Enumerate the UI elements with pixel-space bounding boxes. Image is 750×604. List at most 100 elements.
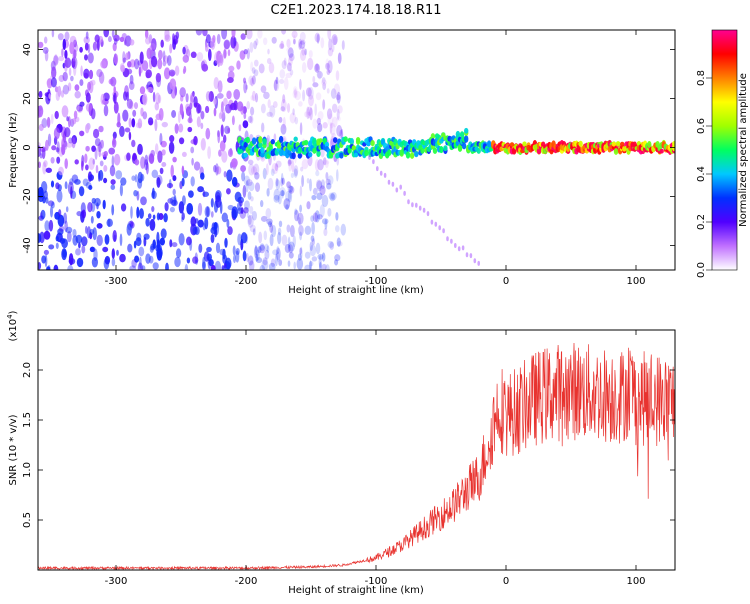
spectrogram-cell bbox=[271, 162, 279, 175]
spectrogram-cell bbox=[368, 154, 371, 160]
spectrogram-cell bbox=[259, 244, 266, 254]
x-tick-label: 100 bbox=[626, 576, 645, 587]
spectrogram-cell bbox=[155, 92, 161, 105]
spectrogram-cell bbox=[96, 68, 103, 78]
spectrogram-cell bbox=[107, 218, 111, 228]
spectrogram-cell bbox=[161, 149, 166, 156]
spectrogram-cell bbox=[243, 112, 247, 120]
spectrogram-cell bbox=[248, 163, 255, 176]
spectrogram-cell bbox=[327, 207, 332, 217]
spectrogram-cell bbox=[272, 101, 278, 109]
spectrogram-cell bbox=[83, 72, 89, 79]
spectrogram-cell bbox=[202, 256, 206, 270]
spectrogram-cell bbox=[197, 202, 203, 216]
spectrogram-cell bbox=[88, 69, 94, 80]
spectrogram-cell bbox=[260, 215, 268, 222]
spectrogram-cell bbox=[223, 49, 227, 59]
spectrogram-cell bbox=[405, 151, 411, 159]
spectrogram-cell bbox=[67, 82, 72, 92]
spectrogram-cell bbox=[47, 200, 55, 207]
spectrogram-cell bbox=[38, 41, 44, 49]
spectrogram-cell bbox=[102, 199, 106, 210]
spectrogram-cell bbox=[263, 230, 268, 241]
spectrogram-cell bbox=[289, 112, 296, 124]
spectrogram-cell bbox=[326, 108, 333, 120]
x-tick-label: -100 bbox=[365, 576, 388, 587]
spectrogram-cell bbox=[134, 174, 138, 183]
spectrogram-cell bbox=[213, 107, 217, 117]
spectrogram-cell bbox=[430, 219, 434, 225]
spectrogram-cell bbox=[145, 162, 149, 175]
spectrogram-cell bbox=[317, 111, 324, 120]
spectrogram-cell bbox=[98, 141, 102, 153]
spectrogram-cell bbox=[85, 181, 92, 189]
spectrogram-cell bbox=[73, 49, 77, 59]
spectrogram-cell bbox=[280, 172, 284, 184]
colorbar-gradient bbox=[712, 30, 737, 270]
spectrogram-cell bbox=[62, 38, 67, 51]
spectrogram-cell bbox=[219, 248, 226, 256]
spectrogram-cell bbox=[89, 228, 95, 235]
spectrogram-cell bbox=[235, 247, 240, 256]
spectrogram-cell bbox=[316, 192, 323, 200]
spectrogram-cell bbox=[145, 217, 150, 227]
spectrogram-cell bbox=[205, 34, 211, 44]
spectrogram-cell bbox=[139, 51, 144, 64]
spectrogram-cell bbox=[288, 186, 295, 194]
spectrogram-cell bbox=[309, 241, 313, 252]
spectrogram-cell bbox=[237, 207, 242, 215]
spectrogram-cell bbox=[103, 150, 109, 157]
spectrogram-cell bbox=[73, 110, 78, 120]
spectrogram-cell bbox=[324, 160, 329, 169]
spectrogram-cell bbox=[213, 98, 217, 105]
y-tick-label: -20 bbox=[22, 188, 33, 204]
spectrogram-cell bbox=[288, 53, 295, 62]
spectrogram-cell bbox=[122, 91, 128, 101]
spectrogram-cell bbox=[165, 262, 169, 270]
spectrogram-cell bbox=[231, 206, 238, 219]
spectrogram-cell bbox=[280, 99, 287, 112]
spectrogram-cell bbox=[253, 246, 259, 259]
spectrogram-cell bbox=[140, 196, 147, 206]
spectrogram-cell bbox=[187, 117, 193, 124]
spectrogram-cell bbox=[315, 170, 320, 177]
spectrogram-cell bbox=[190, 51, 197, 59]
spectrogram-cell bbox=[306, 87, 312, 97]
spectrogram-cell bbox=[150, 55, 158, 68]
spectrogram-cell bbox=[258, 136, 263, 144]
spectrogram-cell bbox=[287, 56, 293, 66]
spectrogram-cell bbox=[240, 232, 248, 244]
spectrogram-cell bbox=[50, 113, 54, 125]
snr-multiplier-exponent: 4 bbox=[6, 314, 14, 319]
spectrogram-cell bbox=[321, 77, 326, 84]
spectrogram-cell bbox=[298, 38, 303, 50]
spectrogram-cell bbox=[166, 55, 172, 66]
spectrogram-cell bbox=[159, 237, 166, 246]
spectrogram-cell bbox=[282, 116, 286, 129]
spectrogram-cell bbox=[71, 56, 78, 70]
spectrogram-cell bbox=[44, 50, 49, 62]
spectrogram-cell bbox=[289, 185, 293, 193]
spectrogram-cell bbox=[185, 106, 192, 117]
spectrogram-cell bbox=[276, 252, 280, 262]
spectrogram-cell bbox=[130, 206, 133, 219]
spectrogram-cell bbox=[104, 234, 110, 245]
spectrogram-cell bbox=[312, 238, 315, 246]
spectrogram-cell bbox=[90, 108, 96, 120]
spectrogram-cell bbox=[254, 59, 259, 67]
spectrogram-cell bbox=[168, 178, 172, 189]
spectrogram-cell bbox=[334, 254, 341, 262]
spectrogram-cell bbox=[168, 141, 175, 154]
spectrogram-cell bbox=[258, 142, 263, 149]
spectrogram-cell bbox=[113, 86, 116, 93]
spectrogram-cell bbox=[330, 88, 337, 99]
spectrogram-cell bbox=[259, 243, 265, 251]
spectrogram-cell bbox=[238, 124, 242, 132]
spectrogram-cell bbox=[281, 234, 288, 246]
spectrogram-cell bbox=[46, 78, 53, 89]
spectrogram-cell bbox=[221, 112, 226, 123]
spectrogram-cell bbox=[347, 148, 352, 154]
spectrogram-cell bbox=[247, 159, 254, 165]
